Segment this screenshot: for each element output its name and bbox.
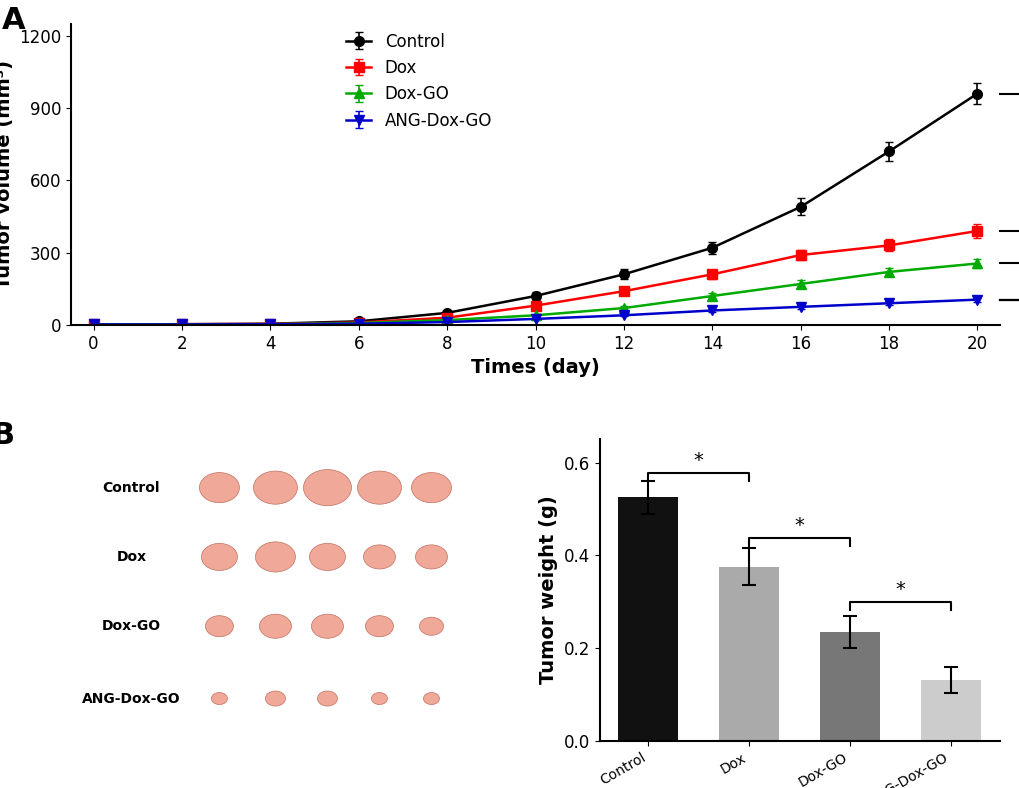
Ellipse shape [357, 471, 401, 504]
Text: A: A [2, 6, 25, 35]
Ellipse shape [259, 614, 291, 638]
Text: *: * [895, 580, 905, 600]
Text: *: * [693, 452, 703, 470]
Ellipse shape [423, 693, 439, 704]
Bar [819, 632, 879, 741]
Text: Control: Control [103, 481, 160, 495]
Bar [71, 440, 192, 741]
Text: B: B [0, 422, 14, 451]
Ellipse shape [317, 691, 337, 706]
Ellipse shape [201, 544, 237, 571]
Text: Dox-GO: Dox-GO [102, 619, 161, 634]
Ellipse shape [265, 691, 285, 706]
Text: ANG-Dox-GO: ANG-Dox-GO [82, 692, 180, 705]
Ellipse shape [205, 615, 233, 637]
Ellipse shape [304, 470, 352, 506]
Legend: Control, Dox, Dox-GO, ANG-Dox-GO: Control, Dox, Dox-GO, ANG-Dox-GO [339, 26, 498, 136]
Bar [920, 681, 980, 741]
Ellipse shape [200, 473, 239, 503]
X-axis label: Times (day): Times (day) [471, 359, 599, 377]
Ellipse shape [255, 542, 296, 572]
Ellipse shape [411, 473, 451, 503]
Ellipse shape [365, 615, 393, 637]
Text: Dox: Dox [116, 550, 147, 564]
Ellipse shape [363, 545, 395, 569]
Y-axis label: Tumor volume (mm³): Tumor volume (mm³) [0, 60, 14, 288]
Ellipse shape [211, 693, 227, 704]
Ellipse shape [371, 693, 387, 704]
Bar [718, 567, 779, 741]
Ellipse shape [253, 471, 298, 504]
Ellipse shape [419, 617, 443, 635]
Text: *: * [794, 516, 804, 535]
Ellipse shape [309, 544, 345, 571]
Y-axis label: Tumor weight (g): Tumor weight (g) [538, 496, 557, 685]
Bar [618, 497, 678, 741]
Ellipse shape [415, 545, 447, 569]
Ellipse shape [311, 614, 343, 638]
